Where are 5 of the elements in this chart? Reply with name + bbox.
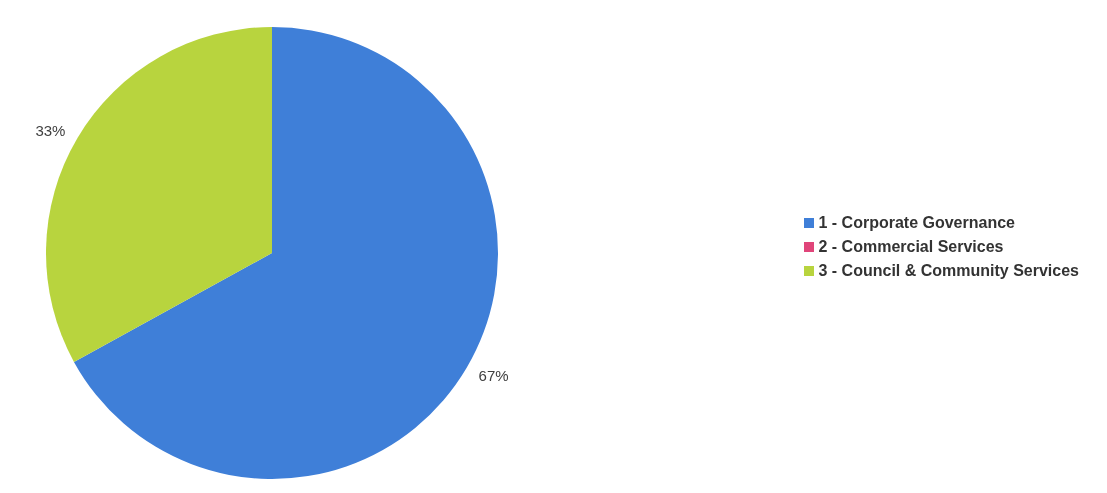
data-label: 67% [478,366,509,384]
legend-label: 2 - Commercial Services [818,237,1004,255]
data-label: 33% [35,122,66,140]
legend-label: 1 - Corporate Governance [818,213,1015,231]
legend-label: 3 - Council & Community Services [818,261,1079,279]
